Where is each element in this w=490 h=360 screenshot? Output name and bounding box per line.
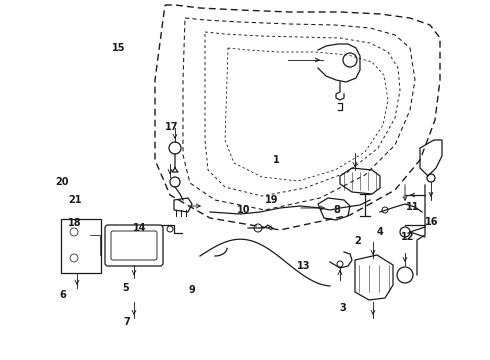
Text: 12: 12: [401, 232, 415, 242]
Text: 9: 9: [189, 285, 196, 295]
Text: 10: 10: [237, 205, 251, 215]
Text: 6: 6: [60, 290, 66, 300]
Text: 7: 7: [123, 317, 130, 327]
Text: 21: 21: [68, 195, 82, 205]
Text: 14: 14: [133, 223, 147, 233]
Text: 18: 18: [68, 218, 82, 228]
Text: 5: 5: [122, 283, 129, 293]
Text: 3: 3: [340, 303, 346, 313]
Text: 15: 15: [112, 43, 126, 53]
Text: 8: 8: [334, 205, 341, 215]
Text: 1: 1: [272, 155, 279, 165]
Text: 11: 11: [406, 202, 420, 212]
Text: 16: 16: [425, 217, 439, 227]
Text: 17: 17: [165, 122, 179, 132]
Text: 4: 4: [377, 227, 383, 237]
Text: 20: 20: [55, 177, 69, 187]
Text: 2: 2: [355, 236, 362, 246]
Text: 13: 13: [297, 261, 311, 271]
Text: 19: 19: [265, 195, 279, 205]
